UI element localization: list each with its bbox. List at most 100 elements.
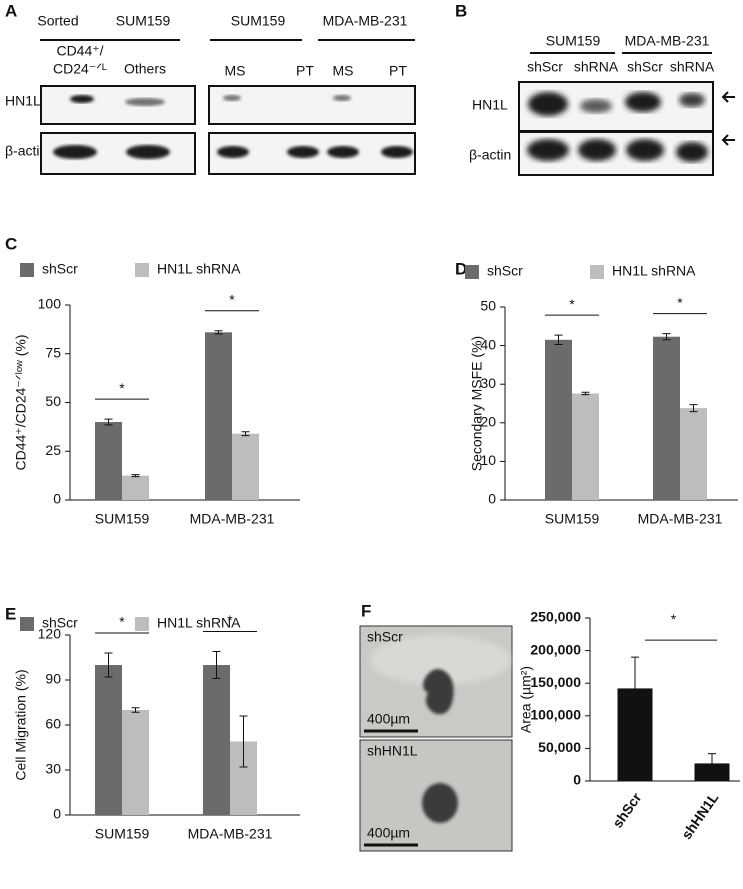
micrographs: shScr 400µm shHN1L 400µm [359, 625, 513, 852]
band [287, 146, 319, 158]
blot [208, 132, 416, 175]
scale-label: 400µm [367, 711, 410, 727]
error-bar [689, 404, 698, 413]
legend-swatch [20, 263, 34, 277]
panel-a: A Sorted SUM159 SUM159 MDA-MB-231 CD44⁺/… [5, 1, 416, 175]
lane-label: shRNA [574, 59, 619, 75]
blot [208, 85, 416, 125]
arrow [721, 134, 735, 146]
y-tick-label: 0 [53, 806, 61, 822]
band [217, 146, 249, 158]
y-tick-label: 50 [480, 298, 496, 314]
row-label: HN1L [472, 97, 508, 113]
bar [232, 433, 259, 500]
lane-label: CD44⁺/ [56, 43, 103, 59]
panel-b: B SUM159 MDA-MB-231 shScr shRNA shScr sh… [455, 1, 735, 176]
header: MDA-MB-231 [625, 33, 710, 49]
band [125, 98, 165, 106]
y-tick-label: 250,000 [530, 609, 581, 625]
x-tick-label: SUM159 [95, 511, 150, 527]
bar [122, 475, 149, 500]
band [223, 95, 241, 101]
x-tick-label: shHN1L [678, 789, 722, 842]
x-tick-label: MDA-MB-231 [638, 511, 723, 527]
lane-label: MS [333, 63, 354, 79]
legend-swatch [20, 617, 34, 631]
y-tick-label: 25 [45, 442, 61, 458]
significance-label: * [569, 296, 575, 312]
y-tick-label: 0 [53, 491, 61, 507]
panel-label: C [5, 234, 17, 253]
error-bar [554, 334, 563, 345]
x-tick-label: MDA-MB-231 [188, 826, 273, 842]
error-bar [214, 330, 223, 335]
error-bar [662, 333, 671, 341]
legend-label: shScr [42, 261, 78, 277]
bar [572, 393, 599, 500]
legend-swatch [590, 265, 604, 279]
bar [95, 665, 122, 815]
y-tick-label: 30 [45, 761, 61, 777]
y-tick-label: 200,000 [530, 641, 581, 657]
significance-label: * [671, 611, 677, 627]
y-axis-label: Cell Migration (%) [13, 669, 29, 780]
x-tick-label: MDA-MB-231 [190, 511, 275, 527]
legend-label: HN1L shRNA [157, 615, 241, 631]
bar [680, 408, 707, 500]
y-tick-label: 60 [45, 716, 61, 732]
micrograph-label: shHN1L [367, 743, 418, 759]
band [53, 145, 97, 159]
cell-blob [423, 669, 454, 715]
y-tick-label: 0 [573, 772, 581, 788]
error-bar [631, 656, 639, 721]
error-bar [708, 753, 716, 774]
row-label: β-actin [5, 143, 47, 159]
x-tick-label: SUM159 [95, 826, 150, 842]
error-bar [104, 418, 113, 426]
error-bar [581, 391, 590, 396]
legend-swatch [135, 263, 149, 277]
row-label: HN1L [5, 93, 41, 109]
lane-label: shScr [527, 59, 563, 75]
legend-swatch [465, 265, 479, 279]
y-tick-label: 30 [480, 375, 496, 391]
x-tick-label: SUM159 [545, 511, 600, 527]
legend-label: HN1L shRNA [157, 261, 241, 277]
lane-label: CD24⁻ᐟᴸ [53, 61, 107, 77]
error-bar [104, 652, 113, 678]
y-tick-label: 150,000 [530, 674, 581, 690]
legend-swatch [135, 617, 149, 631]
significance-label: * [119, 614, 125, 630]
bar [545, 339, 572, 500]
significance-label: * [677, 294, 683, 310]
band [578, 139, 616, 161]
header: MDA-MB-231 [323, 13, 408, 29]
error-bar [241, 431, 250, 437]
lane-label: MS [225, 63, 246, 79]
lane-label: PT [389, 63, 407, 79]
band [381, 146, 413, 158]
legend-label: shScr [487, 263, 523, 279]
cell-blob [422, 783, 458, 823]
band [70, 95, 94, 103]
y-tick-label: 100 [38, 296, 62, 312]
y-tick-label: 50,000 [538, 739, 581, 755]
error-bar [131, 707, 140, 713]
bar [203, 665, 230, 815]
panel-label: E [5, 604, 16, 623]
y-axis-label: CD44⁺/CD24⁻ᐟˡᵒʷ (%) [13, 334, 29, 470]
band [333, 95, 351, 101]
y-axis-label: Secondary MSFE (%) [469, 336, 485, 471]
significance-label: * [227, 612, 233, 628]
row-label: β-actin [469, 147, 511, 163]
lane-label: shScr [627, 59, 663, 75]
legend-label: shScr [42, 615, 78, 631]
band [527, 139, 569, 161]
y-tick-label: 90 [45, 671, 61, 687]
lane-label: Others [124, 61, 166, 77]
bar [95, 422, 122, 500]
panel-label: F [361, 601, 371, 620]
legend-label: HN1L shRNA [612, 263, 696, 279]
header: Sorted [37, 13, 78, 29]
y-tick-label: 0 [488, 491, 496, 507]
